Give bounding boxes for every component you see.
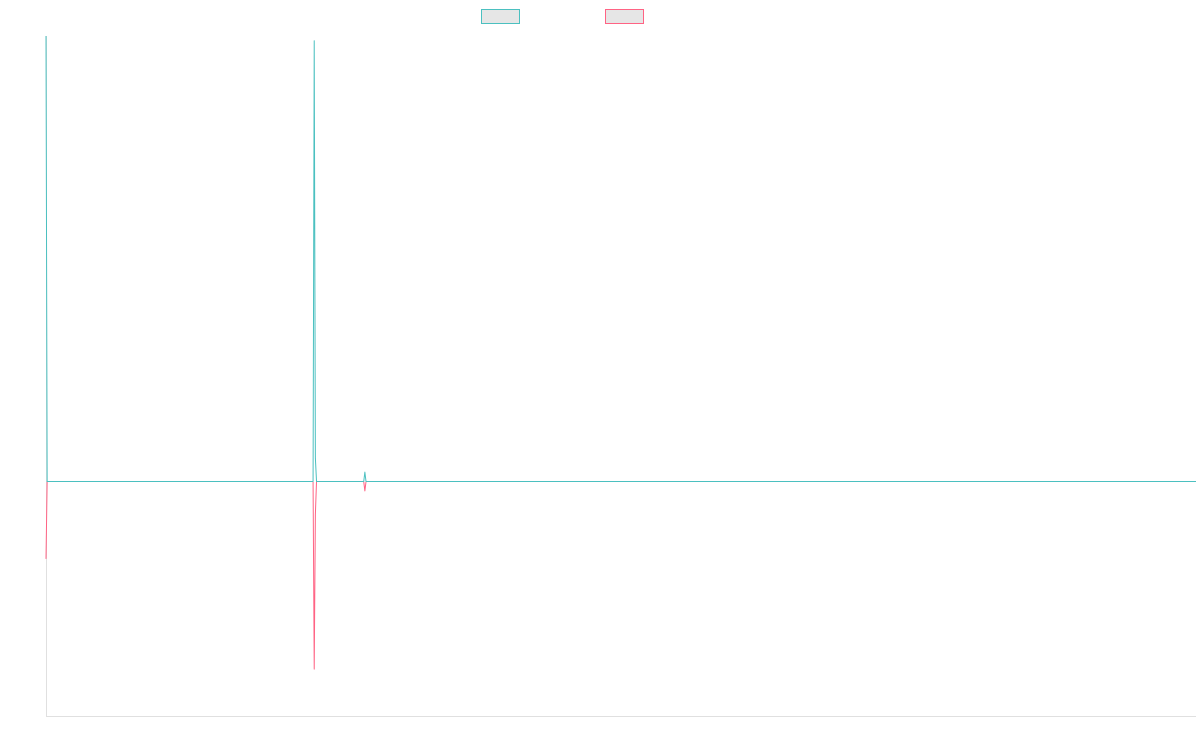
series-line-b [45,481,1196,670]
series-line-a [45,35,1196,483]
series-layer [45,35,1196,670]
legend-swatch-series-b[interactable] [605,9,644,24]
legend-swatch-series-a[interactable] [481,9,520,24]
legend [0,9,1200,27]
